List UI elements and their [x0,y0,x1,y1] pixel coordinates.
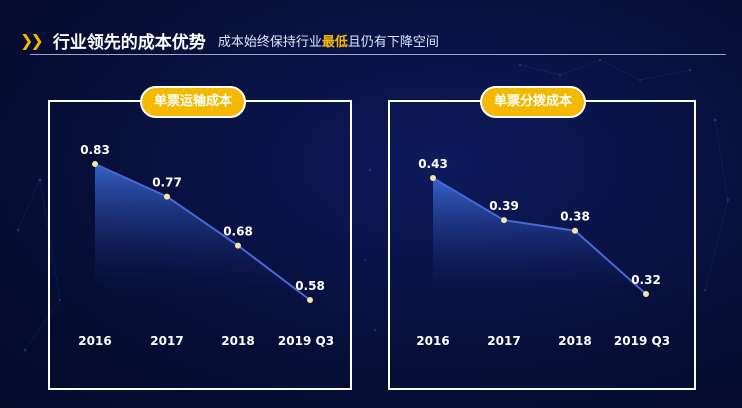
data-label: 0.38 [560,210,590,224]
series-line [432,177,647,295]
data-label: 0.43 [418,157,448,171]
subtitle-pre: 成本始终保持行业 [217,34,322,50]
category-label: 2017 [487,334,520,348]
header-divider [30,54,726,55]
category-label: 2016 [78,334,111,348]
series-area [433,178,646,300]
category-label: 2016 [416,334,449,348]
data-point [501,217,507,224]
page-subtitle: 成本始终保持行业最低且仍有下降空间 [218,31,439,50]
data-label: 0.39 [489,199,519,213]
data-label: 0.77 [152,176,182,190]
data-point [430,175,436,181]
data-point [643,291,649,297]
data-label: 0.58 [295,279,325,293]
chart-title-badge: 单票运输成本 [140,86,247,118]
category-label: 2018 [558,334,591,348]
category-label: 2019 Q3 [278,334,334,348]
series-area [95,164,310,300]
data-point [164,193,170,200]
data-point [92,161,98,167]
data-point [235,242,241,249]
data-label: 0.68 [223,225,253,239]
data-label: 0.32 [631,273,661,287]
page-title: 行业领先的成本优势 [52,32,206,53]
category-label: 2017 [150,334,183,348]
subtitle-highlight: 最低 [321,34,348,50]
data-point [307,297,313,303]
subtitle-post: 且仍有下降空间 [347,34,439,50]
transport-cost-panel: 单票运输成本 [48,86,352,390]
category-label: 2018 [221,334,254,348]
series-line [94,163,311,301]
chart-title-badge: 单票分拨成本 [480,86,587,118]
sorting-cost-panel: 单票分拨成本 [388,86,696,390]
double-chevron-icon: ❯❯ [20,30,44,50]
data-label: 0.83 [80,143,110,157]
data-point [572,227,578,234]
header: ❯❯ 行业领先的成本优势 成本始终保持行业最低且仍有下降空间 [20,26,439,54]
category-label: 2019 Q3 [614,334,670,348]
